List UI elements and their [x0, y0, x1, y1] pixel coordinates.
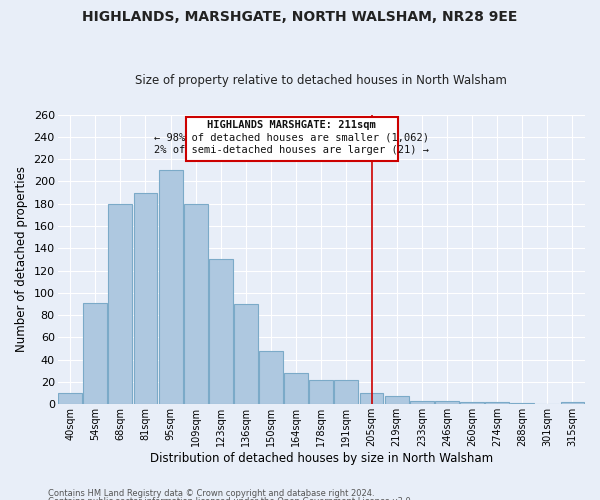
Text: 2% of semi-detached houses are larger (21) →: 2% of semi-detached houses are larger (2… — [154, 144, 429, 154]
Bar — [310, 380, 333, 404]
Bar — [134, 192, 157, 404]
Bar — [485, 402, 509, 404]
Bar — [334, 380, 358, 404]
Bar — [435, 401, 459, 404]
Bar — [209, 260, 233, 404]
Bar — [58, 393, 82, 404]
Bar — [460, 402, 484, 404]
Bar — [385, 396, 409, 404]
Bar — [410, 401, 434, 404]
FancyBboxPatch shape — [185, 117, 398, 162]
Bar — [234, 304, 258, 404]
Text: HIGHLANDS, MARSHGATE, NORTH WALSHAM, NR28 9EE: HIGHLANDS, MARSHGATE, NORTH WALSHAM, NR2… — [82, 10, 518, 24]
Bar — [184, 204, 208, 404]
Bar — [284, 373, 308, 404]
Bar — [83, 303, 107, 404]
Title: Size of property relative to detached houses in North Walsham: Size of property relative to detached ho… — [136, 74, 507, 87]
Text: Contains HM Land Registry data © Crown copyright and database right 2024.: Contains HM Land Registry data © Crown c… — [48, 488, 374, 498]
Bar — [259, 351, 283, 405]
X-axis label: Distribution of detached houses by size in North Walsham: Distribution of detached houses by size … — [150, 452, 493, 465]
Bar — [359, 393, 383, 404]
Bar — [510, 403, 534, 404]
Bar — [158, 170, 182, 404]
Bar — [109, 204, 133, 404]
Text: ← 98% of detached houses are smaller (1,062): ← 98% of detached houses are smaller (1,… — [154, 132, 429, 142]
Text: Contains public sector information licensed under the Open Government Licence v3: Contains public sector information licen… — [48, 497, 413, 500]
Text: HIGHLANDS MARSHGATE: 211sqm: HIGHLANDS MARSHGATE: 211sqm — [208, 120, 376, 130]
Bar — [560, 402, 584, 404]
Y-axis label: Number of detached properties: Number of detached properties — [15, 166, 28, 352]
